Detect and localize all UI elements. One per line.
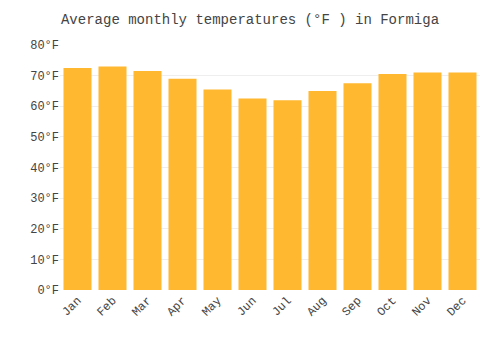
svg-text:Jun: Jun bbox=[234, 294, 259, 319]
svg-text:Sep: Sep bbox=[339, 294, 364, 319]
svg-text:20°F: 20°F bbox=[30, 223, 59, 237]
svg-text:Jul: Jul bbox=[269, 294, 294, 319]
svg-text:30°F: 30°F bbox=[30, 192, 59, 206]
svg-text:70°F: 70°F bbox=[30, 70, 59, 84]
svg-text:Nov: Nov bbox=[409, 294, 434, 319]
svg-text:50°F: 50°F bbox=[30, 131, 59, 145]
svg-text:May: May bbox=[199, 294, 224, 319]
svg-text:Oct: Oct bbox=[374, 294, 399, 319]
svg-text:Jan: Jan bbox=[59, 294, 84, 319]
svg-text:Feb: Feb bbox=[94, 294, 119, 319]
svg-text:40°F: 40°F bbox=[30, 162, 59, 176]
svg-text:Dec: Dec bbox=[444, 294, 469, 319]
svg-text:60°F: 60°F bbox=[30, 100, 59, 114]
svg-text:Aug: Aug bbox=[304, 294, 329, 319]
svg-text:10°F: 10°F bbox=[30, 254, 59, 268]
svg-text:0°F: 0°F bbox=[37, 284, 59, 298]
svg-text:80°F: 80°F bbox=[30, 39, 59, 53]
svg-text:Mar: Mar bbox=[129, 294, 154, 319]
svg-text:Apr: Apr bbox=[164, 294, 189, 319]
svg-text:Average monthly temperatures (: Average monthly temperatures (°F ) in Fo… bbox=[61, 12, 439, 28]
